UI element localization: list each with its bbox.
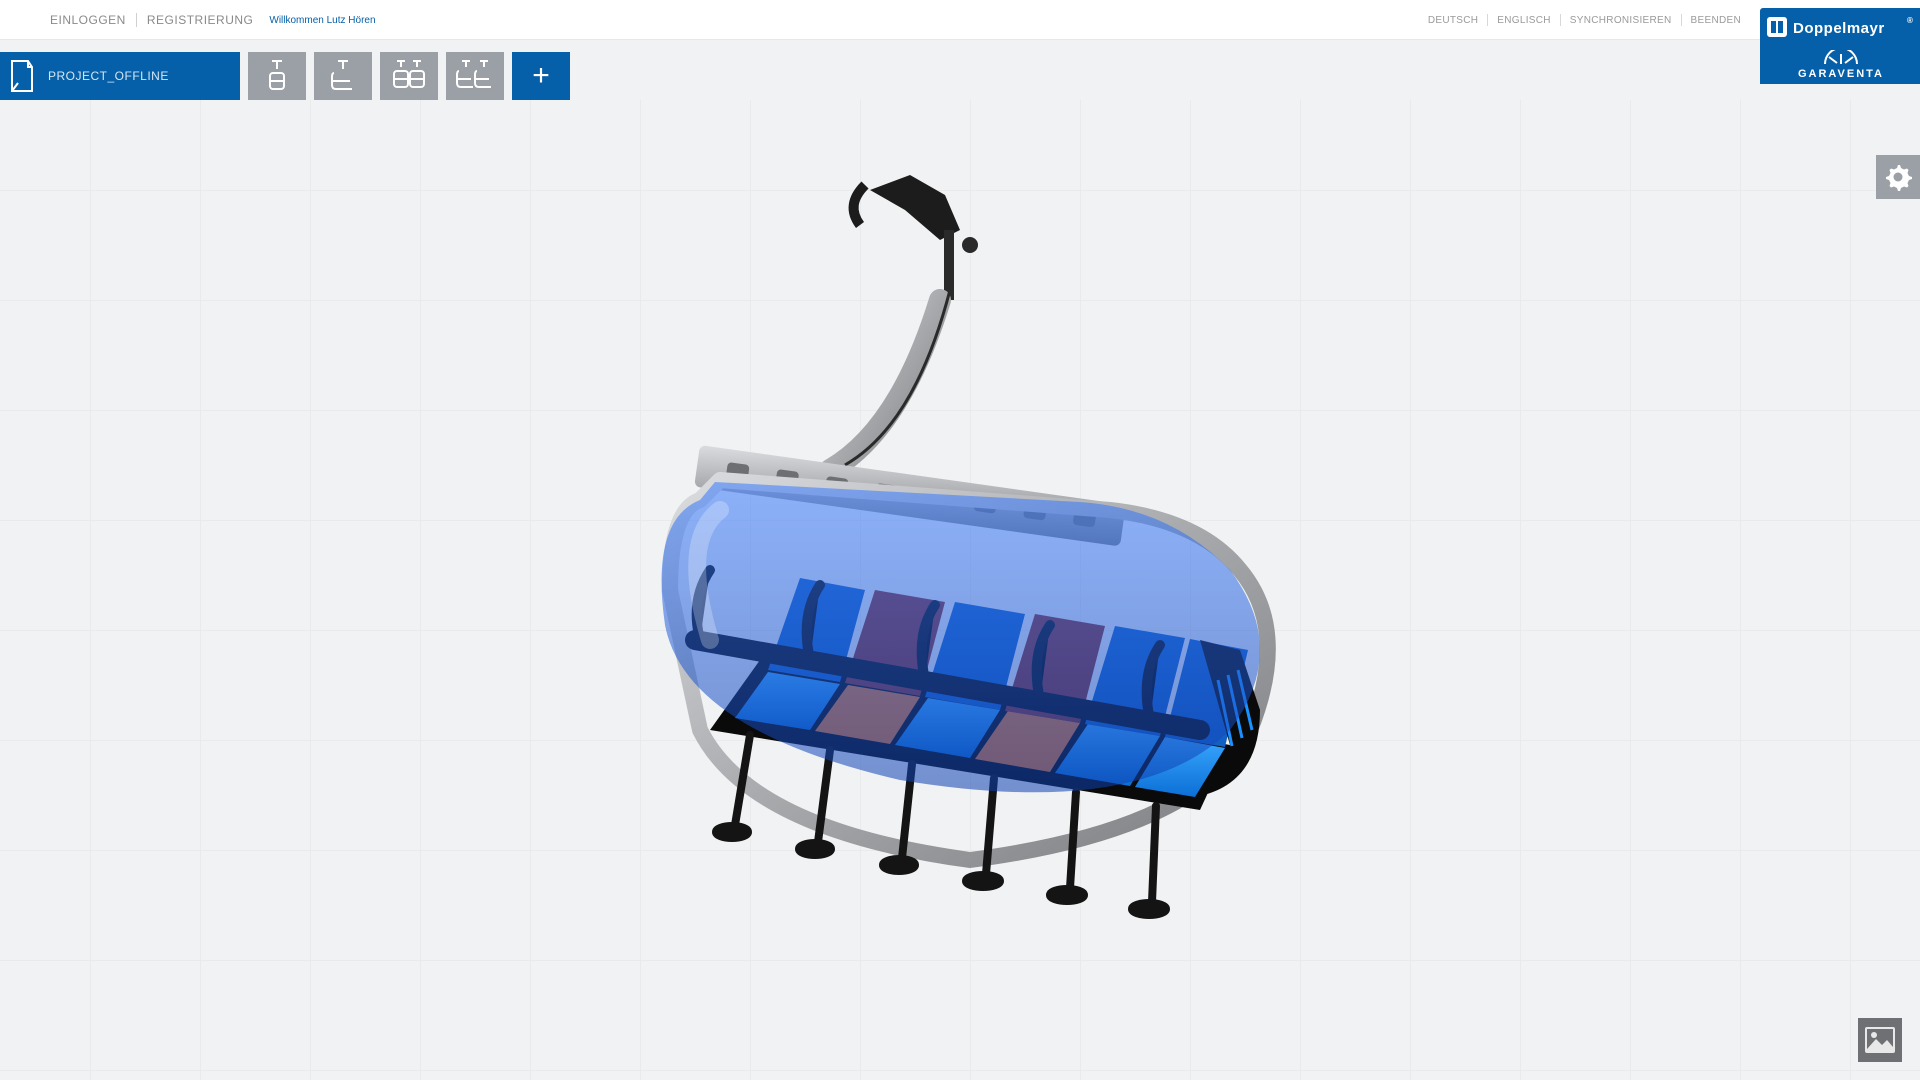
add-button[interactable]: + [512,52,570,100]
header-strip: EINLOGGEN REGISTRIERUNG Willkommen Lutz … [0,0,1920,40]
brand-garaventa-text: GARAVENTA [1798,68,1884,80]
welcome-text: Willkommen Lutz Hören [269,15,375,26]
gondola-icon [260,59,294,93]
sync-link[interactable]: SYNCHRONISIEREN [1561,15,1681,26]
gear-icon [1884,163,1912,191]
chair-double-icon [455,59,495,93]
tool-gondola-single[interactable] [248,52,306,100]
project-chip[interactable]: PROJECT_OFFLINE [0,52,240,100]
chairlift-model [640,170,1380,1020]
svg-text:®: ® [1907,16,1913,25]
header-left: EINLOGGEN REGISTRIERUNG Willkommen Lutz … [40,0,376,40]
settings-button[interactable] [1876,155,1920,199]
quit-link[interactable]: BEENDEN [1682,15,1750,26]
document-icon [8,59,36,93]
header-right: DEUTSCH ENGLISCH SYNCHRONISIEREN BEENDEN [1419,0,1750,40]
brand-stack: Doppelmayr ® GARAVENTA [1760,8,1920,84]
login-link[interactable]: EINLOGGEN [40,13,136,27]
chair-icon [326,59,360,93]
add-label: + [532,61,550,91]
toolbar: PROJECT_OFFLINE [0,52,570,100]
brand-doppelmayr-text: Doppelmayr [1793,20,1885,37]
brand-doppelmayr: Doppelmayr ® [1760,8,1920,46]
gondola-double-icon [389,59,429,93]
screenshot-button[interactable] [1858,1018,1902,1062]
canvas-area[interactable] [0,100,1920,1080]
tool-gondola-double[interactable] [380,52,438,100]
brand-garaventa: GARAVENTA [1760,46,1920,84]
lang-de-link[interactable]: DEUTSCH [1419,15,1487,26]
tool-chair-single[interactable] [314,52,372,100]
register-link[interactable]: REGISTRIERUNG [137,13,264,27]
project-name: PROJECT_OFFLINE [48,69,169,83]
tool-chair-double[interactable] [446,52,504,100]
image-icon [1865,1027,1895,1053]
lang-en-link[interactable]: ENGLISCH [1488,15,1560,26]
